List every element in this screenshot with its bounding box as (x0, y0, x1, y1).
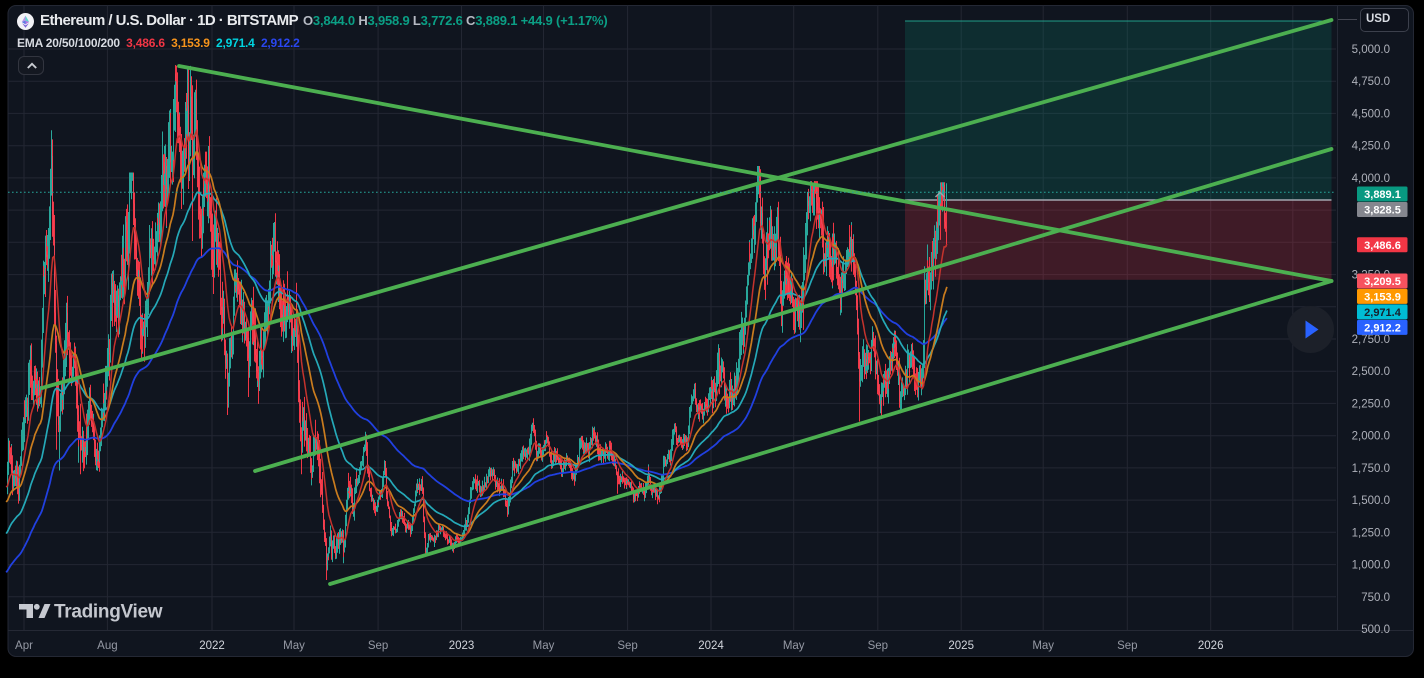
svg-text:750.0: 750.0 (1361, 592, 1390, 604)
svg-text:2024: 2024 (698, 640, 724, 652)
svg-text:May: May (1032, 640, 1054, 652)
svg-text:Apr: Apr (15, 640, 33, 652)
svg-text:Sep: Sep (368, 640, 388, 652)
svg-text:TradingView: TradingView (54, 603, 163, 622)
svg-text:4,750.0: 4,750.0 (1352, 76, 1390, 88)
svg-text:2,000.0: 2,000.0 (1352, 431, 1390, 443)
svg-text:4,250.0: 4,250.0 (1352, 141, 1390, 153)
svg-text:2026: 2026 (1198, 640, 1224, 652)
svg-text:May: May (283, 640, 305, 652)
svg-text:3,209.5: 3,209.5 (1364, 276, 1401, 288)
svg-text:May: May (533, 640, 555, 652)
svg-text:2,500.0: 2,500.0 (1352, 366, 1390, 378)
svg-text:2,750.0: 2,750.0 (1352, 334, 1390, 346)
svg-text:Aug: Aug (97, 640, 117, 652)
svg-text:1,500.0: 1,500.0 (1352, 495, 1390, 507)
svg-text:1,250.0: 1,250.0 (1352, 527, 1390, 539)
svg-text:2,250.0: 2,250.0 (1352, 398, 1390, 410)
svg-text:4,000.0: 4,000.0 (1352, 173, 1390, 185)
svg-text:3,486.6: 3,486.6 (1364, 240, 1401, 252)
svg-text:Sep: Sep (868, 640, 888, 652)
svg-text:5,000.0: 5,000.0 (1352, 44, 1390, 56)
svg-text:2,971.4: 2,971.4 (1364, 307, 1402, 319)
svg-text:Sep: Sep (1117, 640, 1137, 652)
svg-text:Sep: Sep (617, 640, 637, 652)
svg-text:1,000.0: 1,000.0 (1352, 560, 1390, 572)
svg-text:2022: 2022 (199, 640, 225, 652)
svg-text:2025: 2025 (948, 640, 974, 652)
svg-text:1,750.0: 1,750.0 (1352, 463, 1390, 475)
svg-text:2023: 2023 (449, 640, 475, 652)
svg-text:4,500.0: 4,500.0 (1352, 108, 1390, 120)
svg-text:3,889.1: 3,889.1 (1364, 189, 1401, 201)
svg-text:3,153.9: 3,153.9 (1364, 292, 1401, 304)
svg-text:500.0: 500.0 (1361, 624, 1390, 636)
svg-text:2,912.2: 2,912.2 (1364, 323, 1401, 335)
svg-text:3,828.5: 3,828.5 (1364, 205, 1401, 217)
svg-text:May: May (783, 640, 805, 652)
